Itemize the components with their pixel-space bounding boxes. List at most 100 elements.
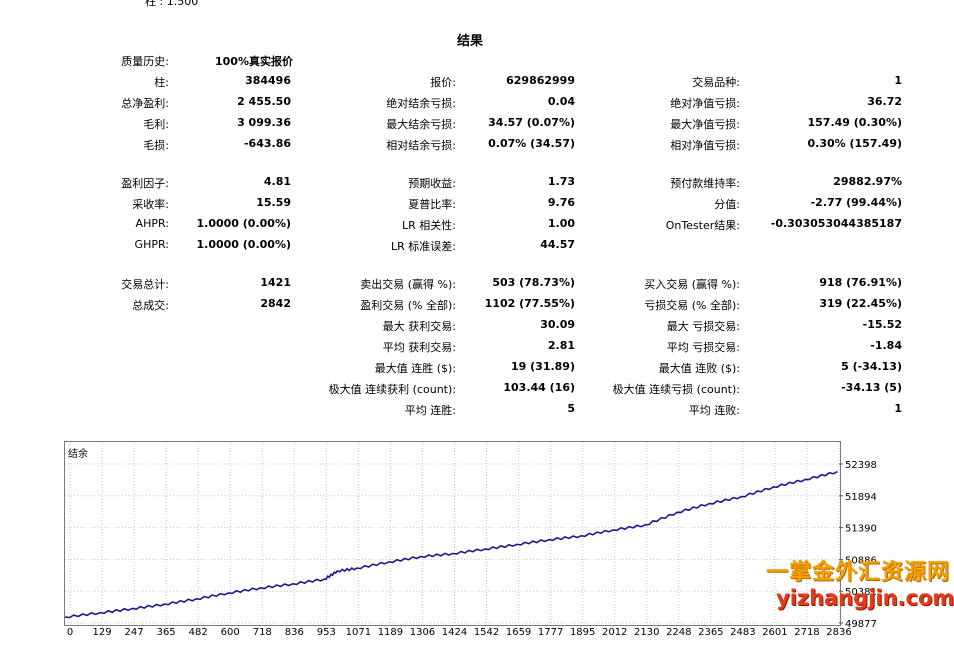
stat-label: OnTester结果: bbox=[665, 219, 740, 232]
stat-value: -34.13 (5) bbox=[841, 381, 902, 394]
stat-label: 平均 连败: bbox=[688, 404, 740, 417]
stat-value: -643.86 bbox=[243, 137, 291, 150]
y-tick-label: 49877 bbox=[845, 619, 877, 630]
stat-value: 1.73 bbox=[547, 175, 575, 188]
x-tick-label: 482 bbox=[189, 627, 208, 638]
stat-value: 2842 bbox=[260, 297, 291, 310]
stat-value: 384496 bbox=[245, 74, 291, 87]
x-tick-label: 365 bbox=[157, 627, 176, 638]
stat-value: 629862999 bbox=[506, 74, 575, 87]
x-tick-label: 2365 bbox=[698, 627, 723, 638]
stat-label: 买入交易 (赢得 %): bbox=[644, 278, 740, 291]
x-tick-label: 1777 bbox=[538, 627, 563, 638]
stat-label: 预期收益: bbox=[408, 177, 456, 190]
balance-chart-area bbox=[64, 441, 841, 626]
stat-label: 总净盈利: bbox=[121, 97, 169, 110]
chart-title: 结余 bbox=[68, 449, 88, 460]
stat-label: 毛利: bbox=[143, 118, 169, 131]
stat-value: 319 (22.45%) bbox=[819, 297, 902, 310]
stat-value: -1.84 bbox=[870, 339, 902, 352]
x-tick-label: 2718 bbox=[794, 627, 819, 638]
x-tick-label: 2836 bbox=[826, 627, 851, 638]
stat-label: 绝对结余亏损: bbox=[386, 97, 456, 110]
stat-value: 100%真实报价 bbox=[215, 55, 293, 68]
x-tick-label: 2012 bbox=[602, 627, 627, 638]
stat-value: -15.52 bbox=[862, 318, 902, 331]
stat-label: 亏损交易 (% 全部): bbox=[644, 299, 740, 312]
y-tick-label: 51894 bbox=[845, 492, 877, 503]
stat-value: 157.49 (0.30%) bbox=[807, 116, 903, 129]
stat-label: LR 标准误差: bbox=[391, 240, 456, 253]
watermark-text: 一掌金外汇资源网 bbox=[766, 560, 951, 585]
truncated-header-text: 柱 : 1.500 bbox=[145, 0, 199, 8]
watermark-url: yizhangjin.com bbox=[776, 586, 954, 610]
stat-value: -2.77 (99.44%) bbox=[810, 196, 902, 209]
stat-value: 1.0000 (0.00%) bbox=[196, 238, 292, 251]
section-title: 结果 bbox=[456, 34, 483, 49]
stat-label: LR 相关性: bbox=[402, 219, 456, 232]
x-tick-label: 2601 bbox=[762, 627, 787, 638]
x-tick-label: 247 bbox=[125, 627, 144, 638]
stat-label: 总成交: bbox=[132, 299, 169, 312]
stat-value: 44.57 bbox=[540, 238, 575, 251]
stat-value: 1.0000 (0.00%) bbox=[196, 217, 292, 230]
y-tick-label: 52398 bbox=[845, 460, 877, 471]
stat-label: 最大 亏损交易: bbox=[666, 320, 740, 333]
stat-label: 柱: bbox=[154, 76, 169, 89]
stat-label: 平均 连胜: bbox=[404, 404, 456, 417]
x-tick-label: 1542 bbox=[474, 627, 499, 638]
x-tick-label: 2248 bbox=[666, 627, 691, 638]
stat-value: 36.72 bbox=[867, 95, 902, 108]
stat-value: 1102 (77.55%) bbox=[484, 297, 575, 310]
stat-value: 918 (76.91%) bbox=[819, 276, 902, 289]
x-tick-label: 0 bbox=[67, 627, 73, 638]
stat-value: 5 (-34.13) bbox=[841, 360, 902, 373]
stat-value: 1 bbox=[894, 74, 902, 87]
stat-label: 相对结余亏损: bbox=[386, 139, 456, 152]
stat-label: 质量历史: bbox=[121, 55, 169, 68]
stat-label: 交易品种: bbox=[692, 76, 740, 89]
x-tick-label: 953 bbox=[317, 627, 336, 638]
stat-label: 最大结余亏损: bbox=[386, 118, 456, 131]
stat-label: GHPR: bbox=[134, 238, 169, 251]
x-tick-label: 1306 bbox=[410, 627, 435, 638]
stat-label: 盈利因子: bbox=[121, 177, 169, 190]
y-tick-label: 51390 bbox=[845, 524, 877, 535]
stat-value: 30.09 bbox=[540, 318, 575, 331]
stat-label: AHPR: bbox=[135, 217, 169, 230]
stat-label: 盈利交易 (% 全部): bbox=[360, 299, 456, 312]
x-tick-label: 836 bbox=[285, 627, 304, 638]
stat-value: 29882.97% bbox=[833, 175, 902, 188]
stat-label: 最大 获利交易: bbox=[382, 320, 456, 333]
stat-label: 极大值 连续亏损 (count): bbox=[612, 383, 740, 396]
stat-value: 5 bbox=[567, 402, 575, 415]
stat-label: 最大净值亏损: bbox=[670, 118, 740, 131]
stat-label: 预付款维持率: bbox=[670, 177, 740, 190]
x-tick-label: 129 bbox=[92, 627, 111, 638]
x-tick-label: 1659 bbox=[506, 627, 531, 638]
stat-label: 毛损: bbox=[143, 139, 169, 152]
stat-value: 1421 bbox=[260, 276, 291, 289]
stat-label: 分值: bbox=[714, 198, 740, 211]
stat-label: 最大值 连胜 ($): bbox=[374, 362, 456, 375]
stat-label: 极大值 连续获利 (count): bbox=[328, 383, 456, 396]
stat-value: 103.44 (16) bbox=[503, 381, 575, 394]
balance-line bbox=[64, 470, 838, 619]
stat-value: 503 (78.73%) bbox=[492, 276, 575, 289]
stat-label: 采收率: bbox=[132, 198, 169, 211]
stat-value: 0.04 bbox=[547, 95, 575, 108]
stat-value: -0.303053044385187 bbox=[770, 217, 902, 230]
stat-label: 平均 获利交易: bbox=[382, 341, 456, 354]
stat-value: 19 (31.89) bbox=[511, 360, 575, 373]
stat-value: 34.57 (0.07%) bbox=[488, 116, 575, 129]
x-tick-label: 1189 bbox=[378, 627, 403, 638]
stat-label: 夏普比率: bbox=[408, 198, 456, 211]
x-tick-label: 2130 bbox=[634, 627, 659, 638]
stat-label: 相对净值亏损: bbox=[670, 139, 740, 152]
stat-value: 4.81 bbox=[263, 175, 291, 188]
stat-label: 绝对净值亏损: bbox=[670, 97, 740, 110]
stat-value: 0.30% (157.49) bbox=[807, 137, 903, 150]
stat-value: 1.00 bbox=[547, 217, 575, 230]
stat-value: 2 455.50 bbox=[237, 95, 291, 108]
